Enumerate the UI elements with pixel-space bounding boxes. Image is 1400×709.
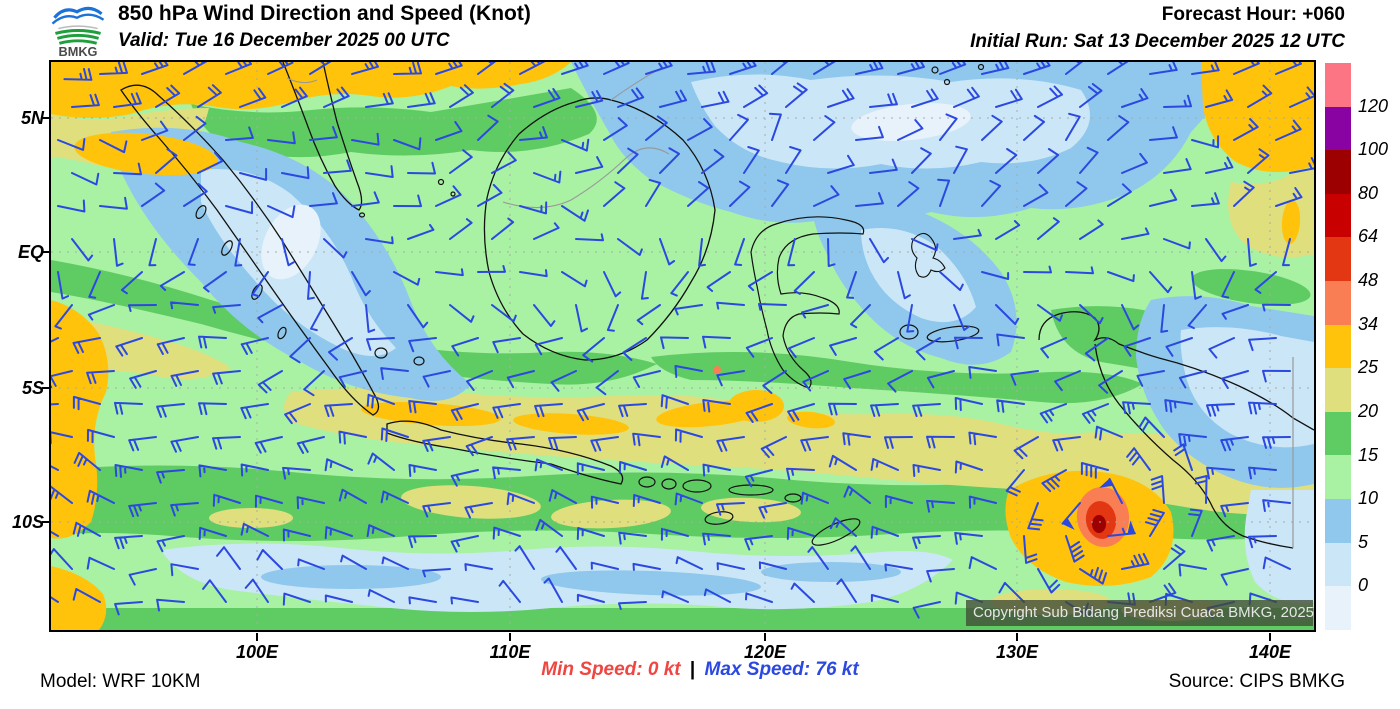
- lat-label-5N: 5N: [20, 108, 44, 128]
- lon-label-100E: 100E: [235, 642, 279, 662]
- lat-label-5S: 5S: [21, 378, 44, 398]
- colorbar-label-5: 5: [1358, 531, 1369, 552]
- valid-time: Valid: Tue 16 December 2025 00 UTC: [118, 30, 450, 51]
- bmkg-logo: BMKG: [51, 6, 105, 58]
- copyright-overlay: Copyright Sub Bidang Prediksi Cuaca BMKG…: [966, 600, 1314, 626]
- lon-tick-120E: [764, 633, 766, 641]
- lon-label-120E: 120E: [743, 642, 787, 662]
- wind-barbs: [51, 62, 1314, 619]
- colorbar-label-120: 120: [1358, 95, 1389, 116]
- lat-tick-5N: [42, 117, 50, 119]
- lon-tick-110E: [509, 633, 511, 641]
- forecast-hour: Forecast Hour: +060: [1161, 4, 1345, 25]
- colorbar-segment-8: [1325, 411, 1351, 456]
- wind-map: Copyright Sub Bidang Prediksi Cuaca BMKG…: [49, 60, 1316, 632]
- wind-field-canvas: [51, 62, 1314, 630]
- colorbar-segment-6: [1325, 324, 1351, 369]
- colorbar-label-25: 25: [1358, 357, 1379, 378]
- colorbar-label-64: 64: [1358, 226, 1379, 247]
- colorbar-label-10: 10: [1358, 488, 1379, 509]
- lat-label-10S: 10S: [11, 512, 44, 532]
- lon-tick-130E: [1016, 633, 1018, 641]
- colorbar-label-15: 15: [1358, 444, 1379, 465]
- colorbar-label-20: 20: [1358, 400, 1379, 421]
- lon-label-140E: 140E: [1248, 642, 1292, 662]
- source-label: Source: CIPS BMKG: [1168, 671, 1345, 692]
- colorbar-label-0: 0: [1358, 575, 1369, 596]
- page-title: 850 hPa Wind Direction and Speed (Knot): [118, 2, 531, 25]
- colorbar-segment-5: [1325, 281, 1351, 325]
- colorbar-label-48: 48: [1358, 270, 1379, 291]
- lat-label-EQ: EQ: [17, 242, 44, 262]
- minmax-separator: |: [689, 659, 696, 680]
- lon-tick-140E: [1269, 633, 1271, 641]
- wind-barb-flags: [1061, 478, 1136, 535]
- initial-run: Initial Run: Sat 13 December 2025 12 UTC: [970, 31, 1345, 52]
- model-label: Model: WRF 10KM: [40, 671, 201, 692]
- colorbar-segment-11: [1325, 542, 1351, 587]
- minmax-speed: Min Speed: 0 kt | Max Speed: 76 kt: [430, 659, 970, 681]
- colorbar-segment-10: [1325, 499, 1351, 543]
- colorbar-label-34: 34: [1358, 313, 1379, 334]
- min-speed-text: Min Speed: 0 kt: [541, 659, 681, 680]
- colorbar-segment-4: [1325, 237, 1351, 282]
- colorbar-segment-3: [1325, 193, 1351, 238]
- colorbar-label-80: 80: [1358, 182, 1379, 203]
- lat-tick-10S: [42, 521, 50, 523]
- colorbar-segment-7: [1325, 368, 1351, 412]
- lon-label-130E: 130E: [995, 642, 1039, 662]
- colorbar-label-100: 100: [1358, 139, 1389, 160]
- lon-label-110E: 110E: [489, 642, 531, 662]
- colorbar-segment-9: [1325, 455, 1351, 500]
- max-speed-text: Max Speed: 76 kt: [704, 659, 859, 680]
- colorbar-segment-12: [1325, 586, 1351, 630]
- logo-text: BMKG: [59, 44, 98, 58]
- speed-colorbar: [1325, 63, 1351, 630]
- colorbar-segment-0: [1325, 63, 1351, 107]
- colorbar-segment-1: [1325, 106, 1351, 151]
- colorbar-segment-2: [1325, 150, 1351, 194]
- lon-tick-100E: [256, 633, 258, 641]
- lat-tick-5S: [42, 387, 50, 389]
- lat-tick-EQ: [42, 251, 50, 253]
